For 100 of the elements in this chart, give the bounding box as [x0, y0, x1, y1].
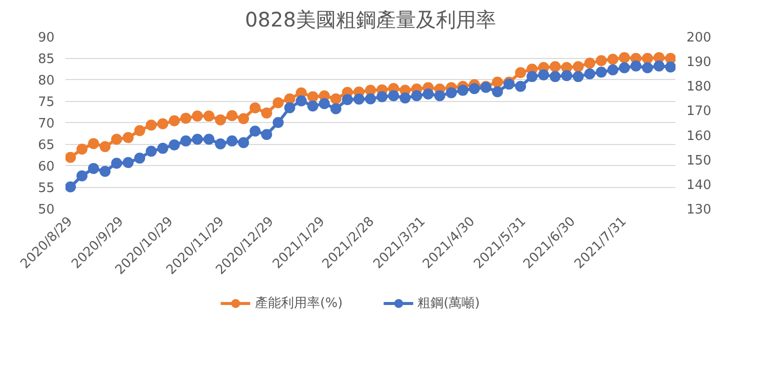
point	[238, 137, 250, 148]
point	[400, 92, 411, 104]
point	[76, 170, 88, 182]
point	[284, 102, 296, 114]
point	[434, 90, 446, 102]
point	[642, 62, 653, 74]
point	[76, 144, 88, 155]
point	[66, 181, 76, 192]
point	[630, 60, 642, 72]
point	[607, 54, 618, 65]
legend-label: 產能利用率(%)	[255, 295, 343, 312]
point	[238, 113, 250, 124]
point	[515, 80, 526, 92]
point	[468, 83, 480, 94]
point	[492, 76, 503, 88]
point	[272, 117, 284, 128]
point	[88, 138, 100, 150]
point	[353, 94, 364, 105]
point	[157, 142, 168, 154]
point	[572, 71, 584, 82]
point	[492, 86, 503, 98]
point	[446, 87, 457, 98]
point	[203, 134, 214, 145]
point	[214, 114, 226, 126]
point	[261, 129, 272, 140]
point	[261, 108, 272, 119]
point	[365, 93, 376, 104]
point	[665, 61, 676, 72]
y2-tick-label: 130	[686, 202, 712, 218]
point	[100, 141, 111, 152]
point	[596, 66, 607, 78]
point	[66, 152, 76, 163]
legend-label: 粗鋼(萬噸)	[418, 295, 480, 312]
point	[342, 94, 353, 106]
point	[296, 95, 307, 106]
point	[584, 58, 596, 69]
y-tick-label: 75	[38, 95, 55, 110]
point	[572, 61, 584, 72]
point	[111, 158, 122, 169]
point	[168, 139, 180, 150]
point	[111, 134, 122, 145]
point	[180, 112, 192, 124]
point	[146, 120, 157, 131]
point	[618, 62, 630, 74]
point	[618, 52, 630, 64]
point	[122, 132, 134, 144]
point	[550, 61, 561, 72]
point	[134, 125, 146, 136]
point	[607, 64, 618, 76]
point	[157, 118, 168, 130]
y2-tick-label: 190	[686, 55, 712, 70]
point	[515, 67, 526, 78]
y2-tick-label: 170	[686, 104, 712, 120]
y2-tick-label: 180	[686, 80, 712, 95]
point	[180, 135, 192, 146]
point	[250, 126, 261, 137]
point	[457, 84, 468, 96]
y2-tick-label: 200	[686, 30, 712, 46]
point	[122, 157, 134, 168]
point	[192, 110, 203, 122]
point	[284, 93, 296, 104]
y-tick-label: 55	[38, 181, 55, 196]
point	[654, 60, 665, 72]
y2-tick-label: 150	[686, 153, 712, 168]
point	[330, 93, 342, 104]
point	[307, 91, 318, 102]
point	[168, 115, 180, 126]
point	[330, 103, 342, 114]
y-tick-label: 65	[38, 138, 55, 153]
y-tick-label: 90	[38, 30, 55, 46]
point	[411, 90, 422, 102]
point	[100, 166, 111, 177]
point	[538, 69, 550, 80]
point	[584, 68, 596, 80]
point	[596, 55, 607, 66]
y-tick-label: 50	[38, 202, 55, 218]
point	[146, 146, 157, 157]
point	[192, 134, 203, 145]
point	[88, 162, 100, 174]
point	[388, 90, 400, 102]
point	[318, 98, 330, 110]
point	[272, 97, 284, 108]
point	[250, 102, 261, 114]
point	[550, 71, 561, 82]
y-tick-label: 80	[38, 74, 55, 88]
point	[307, 100, 318, 112]
point	[203, 110, 214, 122]
y2-tick-label: 140	[686, 178, 712, 193]
point	[226, 135, 238, 146]
point	[134, 152, 146, 164]
point	[422, 88, 434, 100]
point	[642, 52, 653, 64]
chart-title: 0828美國粗鋼產量及利用率	[245, 8, 496, 32]
y2-tick-label: 160	[686, 128, 712, 144]
y-tick-label: 85	[38, 52, 55, 67]
point	[526, 71, 538, 82]
point	[226, 110, 238, 122]
point	[561, 70, 572, 82]
point	[214, 138, 226, 150]
point	[376, 91, 388, 102]
